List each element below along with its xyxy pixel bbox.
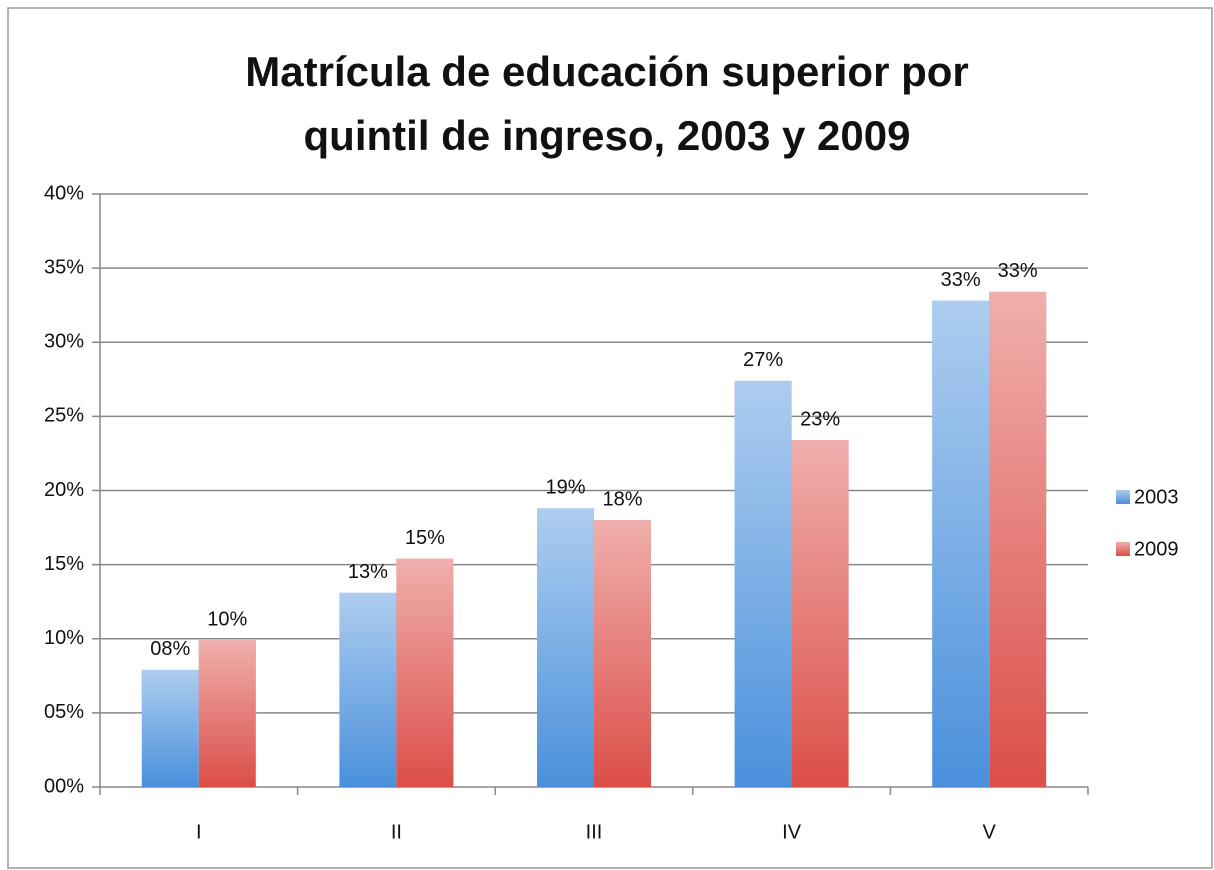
y-tick-label: 35%	[44, 256, 84, 278]
value-label: 23%	[800, 408, 840, 430]
legend-label: 2009	[1134, 538, 1179, 560]
value-label: 27%	[743, 349, 783, 371]
value-label: 10%	[207, 609, 247, 631]
legend-swatch-shine	[1116, 542, 1130, 556]
value-label: 15%	[405, 527, 445, 549]
x-tick-label: I	[196, 821, 202, 843]
y-tick-label: 30%	[44, 331, 84, 353]
bar-shine	[734, 380, 792, 787]
legend-swatch-shine	[1116, 490, 1130, 504]
value-label: 18%	[602, 488, 642, 510]
y-tick-label: 10%	[44, 627, 84, 649]
bar-shine	[396, 558, 454, 787]
bar-shine	[989, 291, 1047, 787]
bar-shine	[791, 440, 849, 787]
x-tick-label: III	[586, 821, 603, 843]
y-tick-label: 00%	[44, 775, 84, 797]
y-tick-label: 25%	[44, 405, 84, 427]
bar-shine	[537, 508, 594, 787]
y-tick-label: 20%	[44, 479, 84, 501]
bar-shine	[198, 640, 256, 787]
chart-title: Matrícula de educación superior por quin…	[245, 48, 969, 159]
value-label: 33%	[998, 260, 1038, 282]
legend-label: 2003	[1134, 486, 1179, 508]
bar-shine	[932, 300, 990, 787]
value-label: 33%	[941, 269, 981, 291]
value-label: 08%	[150, 638, 190, 660]
bar-shine	[339, 592, 397, 787]
y-tick-label: 05%	[44, 701, 84, 723]
value-label: 13%	[348, 561, 388, 583]
bar-shine	[594, 520, 651, 787]
chart-border	[7, 7, 1213, 869]
x-tick-label: IV	[782, 821, 802, 843]
x-tick-label: V	[983, 821, 997, 843]
bar-shine	[141, 669, 199, 787]
y-tick-label: 40%	[44, 182, 84, 204]
y-tick-label: 15%	[44, 553, 84, 575]
value-label: 19%	[545, 477, 585, 499]
x-tick-label: II	[391, 821, 402, 843]
